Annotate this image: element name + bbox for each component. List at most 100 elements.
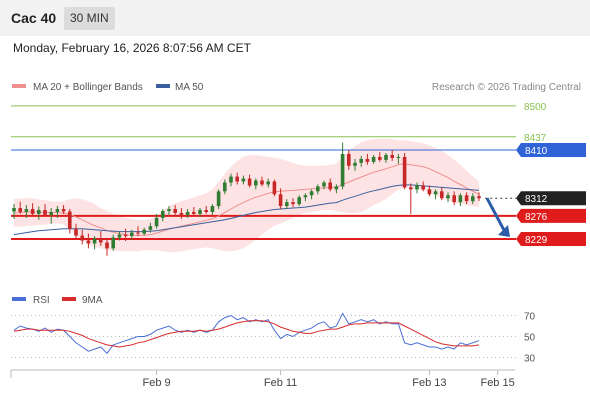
candle-body bbox=[291, 202, 295, 205]
candle bbox=[37, 206, 41, 220]
candle bbox=[43, 204, 47, 217]
candle-body bbox=[285, 202, 289, 207]
candle-body bbox=[123, 234, 128, 237]
candle-body bbox=[254, 180, 258, 186]
candle bbox=[446, 192, 450, 203]
candle-body bbox=[464, 195, 469, 202]
candle bbox=[409, 183, 413, 214]
candle-body bbox=[142, 229, 146, 234]
candle-body bbox=[130, 232, 134, 237]
candle-body bbox=[136, 232, 140, 234]
candle bbox=[260, 176, 264, 187]
instrument-title: Cac 40 bbox=[11, 10, 57, 26]
candle-body bbox=[247, 178, 252, 186]
candle-body bbox=[229, 176, 233, 183]
candle-body bbox=[365, 158, 370, 162]
candle bbox=[396, 153, 401, 164]
candle bbox=[433, 189, 438, 200]
candle bbox=[210, 204, 215, 215]
candle bbox=[421, 181, 425, 192]
candle-body bbox=[154, 217, 159, 227]
level-tag-text-8410: 8410 bbox=[525, 146, 548, 157]
rsi-tick-30: 30 bbox=[524, 354, 536, 365]
level-tag-text-8276: 8276 bbox=[525, 212, 548, 223]
candle bbox=[80, 229, 84, 245]
candle bbox=[161, 209, 165, 222]
rsi-grid: 70 50 30 bbox=[11, 312, 536, 365]
candle-body bbox=[18, 208, 22, 212]
candle bbox=[303, 193, 308, 202]
candle bbox=[353, 158, 357, 171]
candle bbox=[130, 229, 134, 240]
candle bbox=[185, 209, 190, 218]
candle-body bbox=[340, 153, 345, 187]
candle bbox=[384, 153, 388, 163]
ma50-line bbox=[13, 184, 480, 236]
candle-body bbox=[458, 195, 463, 203]
candle bbox=[223, 179, 227, 195]
candle-body bbox=[185, 211, 190, 215]
candle-body bbox=[68, 211, 72, 229]
candle-body bbox=[378, 156, 382, 160]
candle-body bbox=[322, 182, 326, 187]
candle-body bbox=[179, 212, 184, 215]
candle-body bbox=[37, 210, 41, 214]
bollinger-band bbox=[14, 138, 479, 253]
candle-body bbox=[148, 226, 153, 230]
candle-body bbox=[49, 211, 53, 215]
timeframe-button[interactable]: 30 MIN bbox=[64, 7, 115, 30]
header-bar: Cac 40 30 MIN bbox=[0, 0, 590, 36]
candle bbox=[340, 142, 345, 190]
ma20-line bbox=[13, 163, 480, 237]
candle-body bbox=[390, 154, 394, 158]
x-tick-label: Feb 11 bbox=[264, 377, 297, 389]
candle-body bbox=[334, 186, 339, 190]
candle bbox=[452, 191, 456, 206]
candle bbox=[464, 192, 469, 205]
candle-body bbox=[384, 154, 388, 160]
rsi-legend-label: RSI bbox=[33, 295, 50, 306]
candle bbox=[316, 184, 320, 195]
candle bbox=[458, 193, 463, 207]
candle-body bbox=[223, 182, 227, 192]
candle-body bbox=[167, 209, 171, 211]
level-tag-8229 bbox=[516, 232, 586, 247]
candle bbox=[440, 187, 444, 201]
candle-body bbox=[86, 240, 91, 244]
candle-body bbox=[359, 158, 363, 163]
candle bbox=[254, 178, 258, 190]
candle bbox=[24, 205, 29, 218]
candle-body bbox=[99, 238, 103, 243]
candle-body bbox=[117, 234, 122, 238]
candle bbox=[74, 223, 78, 239]
candle bbox=[390, 150, 394, 161]
candle-body bbox=[353, 162, 357, 166]
candle bbox=[291, 198, 295, 208]
candle-body bbox=[446, 195, 450, 199]
price-chart[interactable]: MA 20 + Bollinger Bands MA 50 Research ©… bbox=[0, 36, 590, 400]
candle-body bbox=[272, 181, 277, 195]
candle bbox=[136, 226, 140, 237]
candle-body bbox=[328, 182, 332, 190]
candle bbox=[61, 205, 66, 214]
rsi-ma-legend-label: 9MA bbox=[82, 295, 103, 306]
candle bbox=[86, 233, 91, 249]
candle bbox=[198, 208, 202, 217]
candle bbox=[309, 189, 314, 200]
candle bbox=[347, 150, 351, 170]
candle-body bbox=[415, 185, 419, 190]
candle bbox=[142, 227, 146, 236]
candle bbox=[167, 206, 171, 215]
level-tag-text-8229: 8229 bbox=[525, 235, 548, 246]
level-tag-8410 bbox=[516, 143, 586, 158]
candle-body bbox=[440, 191, 444, 199]
x-tick-label: Feb 15 bbox=[480, 377, 514, 389]
candle-body bbox=[477, 196, 481, 199]
ma50-legend-label: MA 50 bbox=[175, 82, 204, 93]
candle-body bbox=[278, 194, 283, 207]
candle bbox=[235, 172, 239, 185]
x-tick-label: Feb 9 bbox=[143, 377, 171, 389]
candle bbox=[371, 154, 376, 164]
rsi-ma-legend-swatch bbox=[62, 297, 76, 301]
candle bbox=[18, 201, 22, 214]
